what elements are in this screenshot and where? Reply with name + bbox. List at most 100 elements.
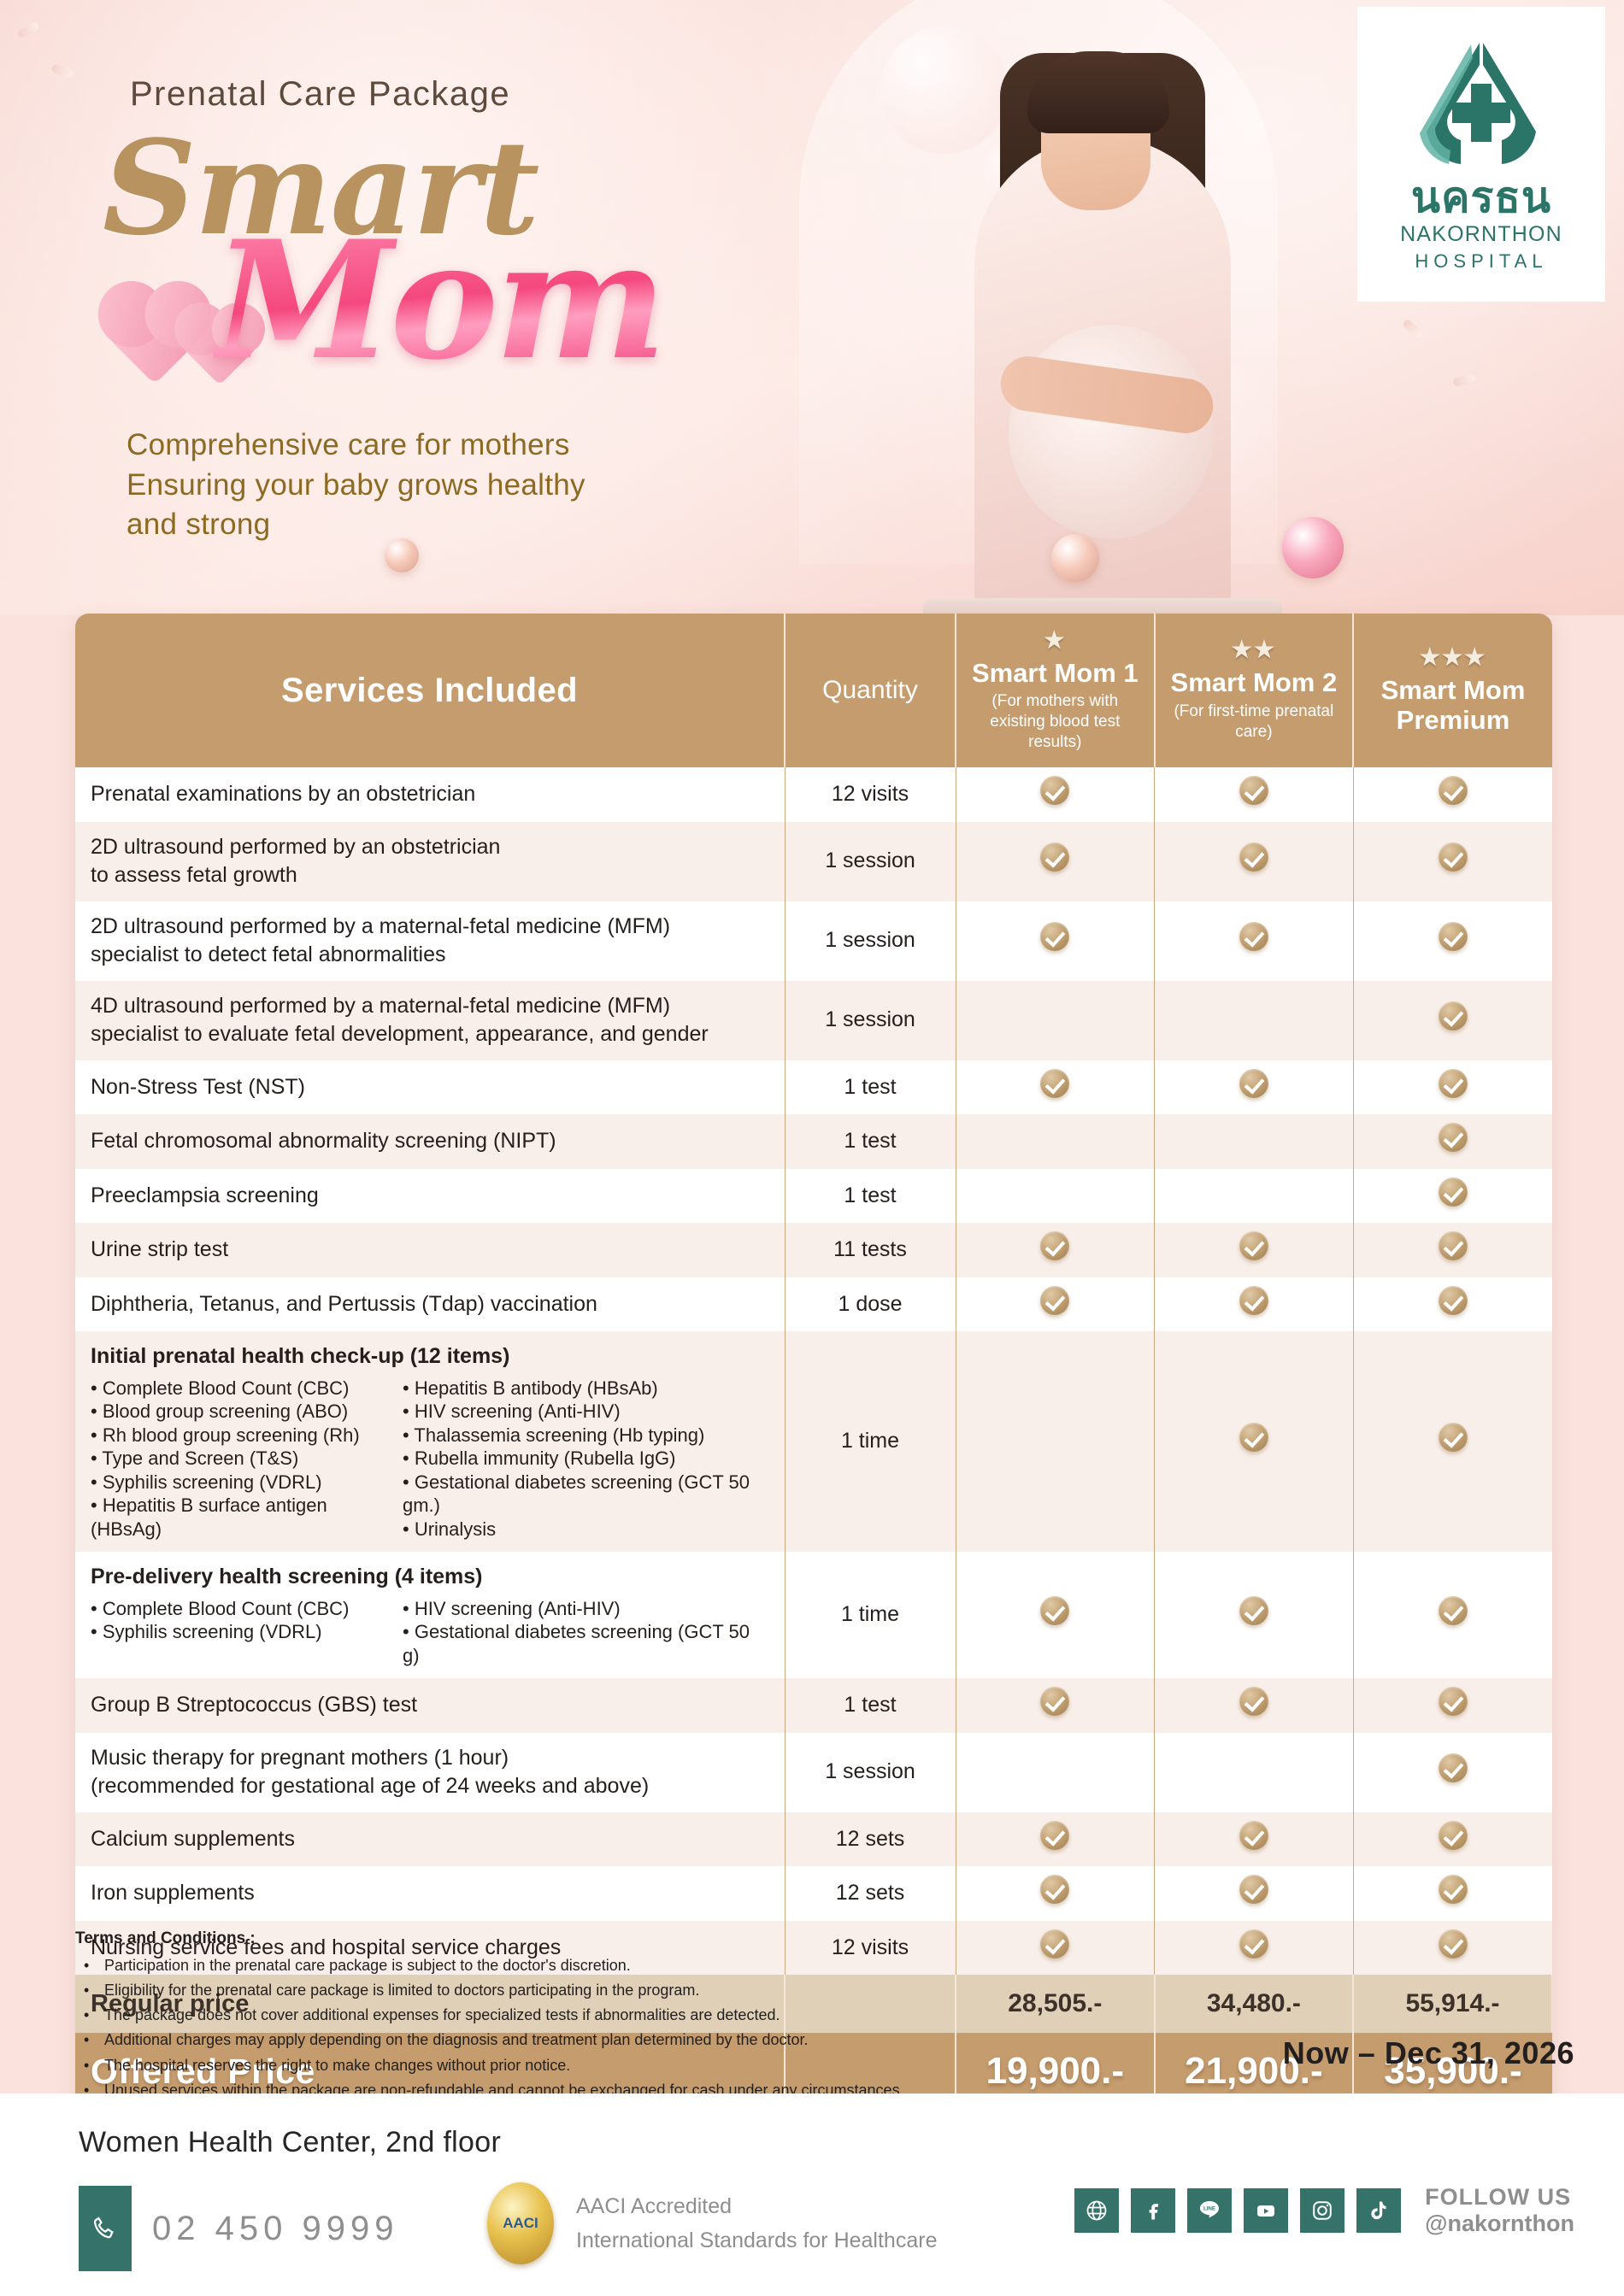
service-text-line: Diphtheria, Tetanus, and Pertussis (Tdap…	[91, 1291, 597, 1316]
check-cell	[1353, 1168, 1552, 1223]
table-body: Prenatal examinations by an obstetrician…	[75, 767, 1552, 2111]
service-name-cell: Fetal chromosomal abnormality screening …	[75, 1114, 786, 1169]
package-kicker: Prenatal Care Package	[130, 75, 511, 113]
col-header-smart-mom-premium: ★★★ Smart Mom Premium	[1353, 614, 1552, 767]
included-check-icon	[1239, 1687, 1268, 1716]
pregnant-mother-photo	[872, 9, 1316, 615]
hero-banner: Prenatal Care Package Smart Mom Comprehe…	[0, 0, 1624, 615]
package-note-line-1: (For mothers with	[991, 692, 1119, 711]
included-check-icon	[1239, 1929, 1268, 1958]
sub-list-left: Complete Blood Count (CBC)Blood group sc…	[91, 1377, 394, 1541]
contact-phone[interactable]: 02 450 9999	[79, 2186, 398, 2271]
service-text-line: Preeclampsia screening	[91, 1183, 319, 1207]
included-check-icon	[1239, 1875, 1268, 1904]
service-text-line: Fetal chromosomal abnormality screening …	[91, 1129, 556, 1153]
check-cell	[1154, 767, 1354, 822]
table-row: 4D ultrasound performed by a maternal-fe…	[75, 980, 1552, 1060]
table-row: Music therapy for pregnant mothers (1 ho…	[75, 1732, 1552, 1812]
service-name-cell: Non-Stress Test (NST)	[75, 1060, 786, 1114]
service-name-cell: 2D ultrasound performed by a maternal-fe…	[75, 901, 786, 981]
service-text-line: specialist to evaluate fetal development…	[91, 1022, 709, 1046]
quantity-cell: 1 session	[785, 1732, 956, 1812]
package-name: Smart Mom Premium	[1361, 675, 1545, 735]
service-text-line: Prenatal examinations by an obstetrician	[91, 782, 476, 806]
included-check-icon	[1040, 922, 1070, 952]
check-cell	[1353, 1552, 1552, 1678]
service-name-cell: Music therapy for pregnant mothers (1 ho…	[75, 1732, 786, 1812]
package-note: (For mothers with existing blood test re…	[963, 691, 1147, 752]
sub-item: Gestational diabetes screening (GCT 50 g…	[403, 1620, 769, 1667]
regular-price-value: 55,914.-	[1353, 1975, 1552, 2034]
check-cell	[1154, 1168, 1354, 1223]
table-row: Prenatal examinations by an obstetrician…	[75, 767, 1552, 822]
brand-word-smart: Smart	[103, 111, 539, 264]
included-check-icon	[1040, 1068, 1070, 1098]
photo-hair-top	[1027, 51, 1169, 133]
facebook-icon[interactable]	[1131, 2188, 1176, 2234]
social-links: LINE FOLLOW US @nakornthon	[1074, 2184, 1574, 2237]
package-name: Smart Mom 1	[971, 657, 1139, 688]
service-text-line: to assess fetal growth	[91, 863, 297, 887]
included-check-icon	[1040, 776, 1070, 805]
follow-handle: @nakornthon	[1425, 2211, 1574, 2237]
service-text-line: Urine strip test	[91, 1237, 229, 1261]
check-cell	[1154, 1920, 1354, 1975]
col-header-smart-mom-1: ★ Smart Mom 1 (For mothers with existing…	[956, 614, 1156, 767]
sub-item: Rh blood group screening (Rh)	[91, 1424, 394, 1447]
regular-price-value: 34,480.-	[1154, 1975, 1355, 2034]
check-cell	[956, 1060, 1156, 1114]
included-check-icon	[1239, 776, 1268, 805]
sub-item: HIV screening (Anti-HIV)	[403, 1597, 769, 1621]
service-text-line: 2D ultrasound performed by an obstetrici…	[91, 834, 501, 859]
included-check-icon	[1438, 1875, 1468, 1904]
table-row: Group B Streptococcus (GBS) test 1 test	[75, 1678, 1552, 1733]
check-cell	[956, 980, 1156, 1060]
sub-item: HIV screening (Anti-HIV)	[403, 1400, 769, 1424]
quantity-cell: 1 test	[785, 1060, 956, 1114]
svg-text:LINE: LINE	[1203, 2205, 1215, 2211]
tiktok-icon[interactable]	[1356, 2188, 1402, 2234]
check-cell	[956, 767, 1156, 822]
check-cell	[956, 1812, 1156, 1866]
table-header-row: Services Included Quantity ★ Smart Mom 1…	[75, 614, 1552, 767]
table-row: Iron supplements 12 sets	[75, 1866, 1552, 1921]
quantity-cell: 12 sets	[785, 1866, 956, 1921]
quantity-cell: 1 time	[785, 1331, 956, 1552]
follow-us-text: FOLLOW US @nakornthon	[1425, 2184, 1574, 2237]
check-cell	[1154, 1866, 1354, 1921]
check-cell	[956, 1168, 1156, 1223]
quantity-cell: 1 session	[785, 821, 956, 901]
check-cell	[1353, 1223, 1552, 1277]
service-name-cell: Diphtheria, Tetanus, and Pertussis (Tdap…	[75, 1277, 786, 1331]
department-name: Women Health Center, 2nd floor	[79, 2126, 502, 2158]
service-text-line: 4D ultrasound performed by a maternal-fe…	[91, 993, 671, 1018]
included-check-icon	[1239, 1068, 1268, 1098]
sub-item: Hepatitis B antibody (HBsAb)	[403, 1377, 769, 1401]
sub-item: Urinalysis	[403, 1518, 769, 1541]
instagram-icon[interactable]	[1300, 2188, 1345, 2234]
col-header-quantity: Quantity	[785, 614, 956, 767]
star-rating-icon: ★	[1044, 626, 1067, 653]
youtube-icon[interactable]	[1244, 2188, 1289, 2234]
phone-number: 02 450 9999	[152, 2209, 399, 2247]
globe-icon[interactable]	[1074, 2188, 1120, 2234]
quantity-cell: 11 tests	[785, 1223, 956, 1277]
check-cell	[1353, 1277, 1552, 1331]
check-cell	[1154, 1277, 1354, 1331]
service-group-title: Initial prenatal health check-up (12 ite…	[91, 1344, 510, 1368]
terms-item: Additional charges may apply depending o…	[75, 2028, 1084, 2052]
included-check-icon	[1239, 1423, 1268, 1453]
included-check-icon	[1040, 1596, 1070, 1626]
included-check-icon	[1438, 843, 1468, 872]
logo-hospital-word: HOSPITAL	[1415, 250, 1548, 272]
line-icon[interactable]: LINE	[1187, 2188, 1233, 2234]
table-row: 2D ultrasound performed by a maternal-fe…	[75, 901, 1552, 981]
check-cell	[956, 1223, 1156, 1277]
service-name-cell: 2D ultrasound performed by an obstetrici…	[75, 821, 786, 901]
included-check-icon	[1239, 922, 1268, 952]
check-cell	[1154, 1678, 1354, 1733]
included-check-icon	[1239, 1820, 1268, 1850]
check-cell	[1154, 1331, 1354, 1552]
aaci-seal-icon: AACI	[487, 2182, 554, 2264]
terms-item: Eligibility for the prenatal care packag…	[75, 1978, 1084, 2003]
